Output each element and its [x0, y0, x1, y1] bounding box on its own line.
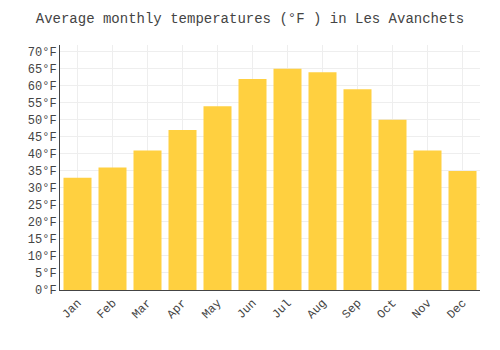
svg-text:Mar: Mar: [129, 297, 154, 322]
svg-text:0°F: 0°F: [35, 284, 57, 298]
svg-text:Jan: Jan: [59, 297, 84, 322]
svg-text:Nov: Nov: [409, 297, 434, 322]
svg-text:70°F: 70°F: [28, 46, 57, 60]
svg-text:5°F: 5°F: [35, 267, 57, 281]
svg-text:Aug: Aug: [304, 297, 329, 322]
svg-text:25°F: 25°F: [28, 199, 57, 213]
svg-text:Apr: Apr: [164, 297, 189, 322]
svg-text:Feb: Feb: [94, 297, 119, 322]
svg-text:15°F: 15°F: [28, 233, 57, 247]
svg-text:May: May: [199, 297, 224, 322]
svg-text:Jun: Jun: [234, 297, 259, 322]
svg-text:65°F: 65°F: [28, 63, 57, 77]
svg-text:35°F: 35°F: [28, 165, 57, 179]
svg-text:10°F: 10°F: [28, 250, 57, 264]
svg-text:Jul: Jul: [269, 297, 294, 322]
svg-text:Sep: Sep: [339, 297, 364, 322]
svg-text:Dec: Dec: [444, 297, 469, 322]
svg-text:Oct: Oct: [374, 297, 399, 322]
svg-text:40°F: 40°F: [28, 148, 57, 162]
svg-text:45°F: 45°F: [28, 131, 57, 145]
svg-text:50°F: 50°F: [28, 114, 57, 128]
svg-text:55°F: 55°F: [28, 97, 57, 111]
svg-text:Average monthly temperatures (: Average monthly temperatures (°F ) in Le…: [36, 11, 464, 27]
svg-text:30°F: 30°F: [28, 182, 57, 196]
svg-text:20°F: 20°F: [28, 216, 57, 230]
svg-text:60°F: 60°F: [28, 80, 57, 94]
